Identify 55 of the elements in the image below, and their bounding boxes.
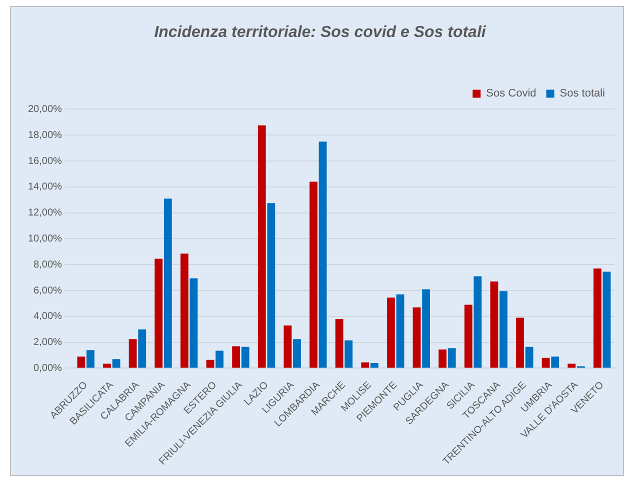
bar xyxy=(602,272,611,368)
bar xyxy=(206,360,214,368)
bar xyxy=(500,291,508,368)
bar xyxy=(422,289,430,368)
bar xyxy=(154,258,163,368)
bar xyxy=(164,198,172,368)
bar xyxy=(438,349,447,368)
bar xyxy=(474,276,482,368)
y-tick-label: 4,00% xyxy=(34,311,62,322)
bar xyxy=(310,182,318,368)
bar xyxy=(293,339,301,368)
y-tick-label: 20,00% xyxy=(28,104,62,115)
legend-label: Sos totali xyxy=(560,88,606,100)
bar xyxy=(386,298,395,368)
bar xyxy=(396,294,404,368)
y-tick-label: 6,00% xyxy=(34,285,62,296)
chart-title: Incidenza territoriale: Sos covid e Sos totali xyxy=(154,24,486,42)
bar xyxy=(190,278,198,368)
legend-label: Sos Covid xyxy=(486,88,536,100)
bar xyxy=(86,350,94,368)
bar xyxy=(112,359,120,368)
bar xyxy=(464,304,472,368)
y-tick-label: 18,00% xyxy=(28,130,62,141)
bar xyxy=(516,318,524,368)
bar xyxy=(568,364,576,368)
bar xyxy=(370,363,378,368)
y-tick-label: 2,00% xyxy=(34,337,62,348)
bar xyxy=(490,281,498,368)
bar xyxy=(267,203,276,368)
bar xyxy=(344,340,353,368)
bar xyxy=(180,254,188,368)
bar xyxy=(593,268,602,368)
bar xyxy=(77,356,86,368)
y-tick-label: 10,00% xyxy=(28,233,62,244)
bar xyxy=(542,358,550,368)
bar xyxy=(361,362,370,368)
bar xyxy=(103,364,111,368)
y-tick-label: 16,00% xyxy=(28,156,62,167)
y-tick-label: 8,00% xyxy=(34,259,62,270)
bar xyxy=(128,339,137,368)
bar xyxy=(258,125,266,368)
bar xyxy=(241,346,250,368)
bar xyxy=(284,325,292,368)
y-tick-label: 12,00% xyxy=(28,208,62,219)
bar xyxy=(525,346,534,368)
y-tick-label: 14,00% xyxy=(28,182,62,193)
bar xyxy=(216,350,224,368)
bar xyxy=(318,142,327,368)
bar xyxy=(448,348,456,368)
bar xyxy=(138,329,146,368)
bar xyxy=(232,346,240,368)
bar xyxy=(335,319,344,368)
bar xyxy=(412,307,421,368)
bar xyxy=(551,356,560,368)
y-tick-label: 0,00% xyxy=(34,362,62,374)
